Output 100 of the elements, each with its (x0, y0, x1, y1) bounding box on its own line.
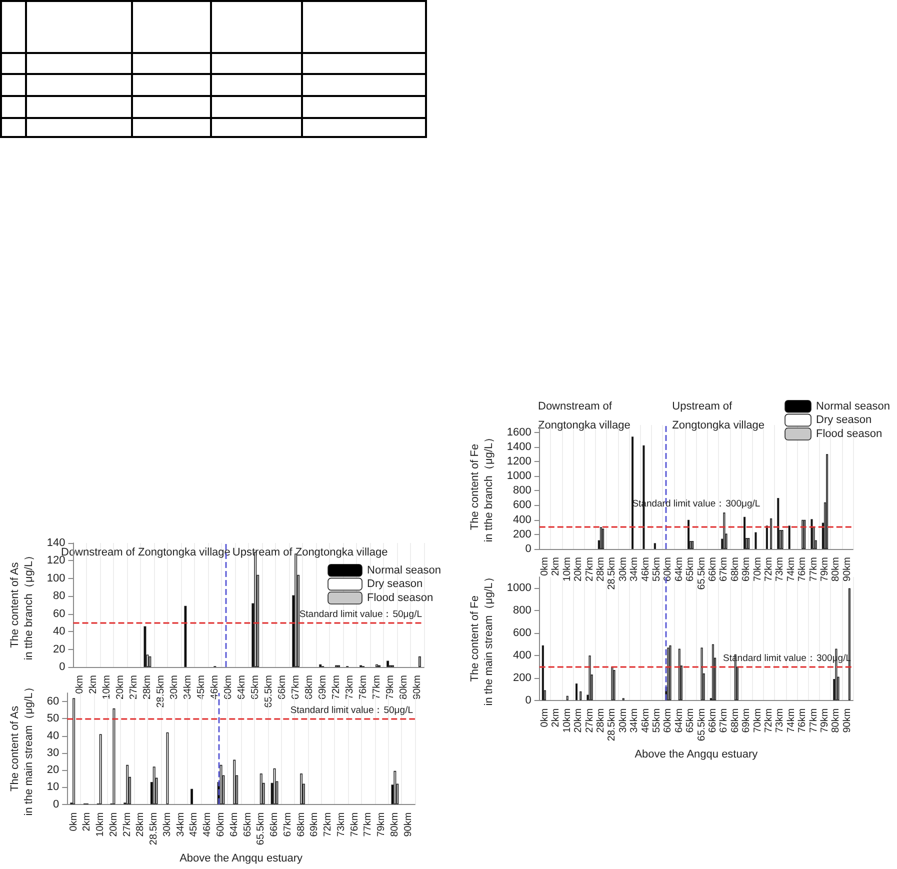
x-tick-label: 69km (741, 557, 752, 582)
y-tick-label: 400 (513, 649, 532, 662)
x-tick-label: 34km (629, 557, 640, 582)
x-tick-label: 27km (584, 557, 596, 582)
x-tick-label: 64km (228, 812, 240, 837)
x-tick-label: 68km (730, 557, 741, 582)
x-tick-label: 28.5km (155, 675, 166, 708)
x-tick-label: 65.5km (696, 708, 708, 742)
x-tick-label: 30km (618, 557, 629, 582)
x-tick-label: 34km (629, 708, 640, 733)
y-tick-label: 800 (513, 484, 532, 497)
x-tick-label: 73km (774, 557, 786, 582)
x-tick-label: 0km (68, 812, 80, 832)
x-tick-label: 65.5km (696, 557, 708, 590)
x-tick-label: 72km (763, 708, 774, 733)
x-tick-label: 10km (101, 675, 112, 700)
x-tick-label: 72km (330, 675, 342, 700)
y-tick-label: 0 (53, 798, 60, 810)
x-tick-label: 79km (384, 675, 396, 700)
x-tick-label: 76km (358, 675, 369, 700)
x-tick-label: 69km (741, 708, 752, 733)
y-tick-label: 140 (46, 537, 66, 549)
x-tick-label: 0km (539, 708, 550, 728)
x-tick-label: 73km (336, 812, 347, 837)
y-axis-title: The content of Fe in tthe branch（μg/L） (469, 432, 495, 542)
y-axis-title: The content of As in the main stream（μg/L） (9, 682, 35, 816)
x-tick-label: 66km (707, 708, 718, 733)
x-tick-label: 73km (344, 675, 356, 700)
x-tick-label: 10km (562, 708, 573, 733)
x-tick-label: 77km (808, 708, 820, 733)
x-tick-label: 30km (168, 675, 180, 700)
y-tick-label: 40 (53, 626, 66, 638)
x-tick-label: 0km (539, 557, 550, 576)
x-tick-label: 66km (707, 557, 718, 582)
x-tick-label: 28km (142, 675, 153, 700)
y-tick-label: 100 (46, 572, 66, 584)
y-tick-label: 600 (513, 627, 532, 640)
x-tick-label: 2km (88, 675, 99, 694)
ref-line-label: Standard limit value：50μg/L (290, 705, 413, 716)
x-tick-label: 70km (752, 557, 764, 582)
x-tick-label: 67km (718, 557, 730, 582)
x-tick-label: 34km (182, 675, 194, 700)
x-axis-title: Above the Angqu estuary (180, 852, 304, 864)
x-tick-label: 46km (640, 708, 652, 733)
x-tick-label: 46km (209, 675, 220, 700)
x-tick-label: 27km (122, 812, 133, 837)
x-tick-label: 64km (674, 557, 685, 582)
y-tick-label: 20 (53, 643, 66, 656)
x-tick-label: 28.5km (148, 812, 160, 846)
x-tick-label: 70km (752, 708, 764, 733)
y-tick-label: 600 (513, 499, 532, 512)
x-tick-label: 90km (842, 557, 853, 582)
x-tick-label: 67km (282, 812, 294, 837)
x-tick-label: 30km (618, 708, 629, 733)
x-tick-label: 67km (718, 708, 730, 733)
y-tick-label: 200 (513, 672, 532, 684)
x-tick-label: 69km (309, 812, 320, 837)
x-tick-label: 65km (685, 708, 696, 733)
y-tick-label: 1400 (506, 440, 532, 453)
y-tick-label: 1200 (506, 455, 532, 468)
y-tick-label: 50 (46, 712, 60, 725)
y-tick-label: 20 (46, 764, 60, 776)
annotation: Upstream of Zongtongka village (672, 400, 765, 432)
x-tick-label: 76km (349, 812, 360, 837)
y-tick-label: 0 (59, 661, 66, 673)
x-tick-label: 64km (674, 708, 685, 733)
x-tick-label: 28km (595, 557, 606, 582)
x-tick-label: 65.5km (256, 812, 267, 846)
x-tick-label: 20km (573, 557, 584, 582)
x-tick-label: 77km (371, 675, 382, 700)
y-tick-label: 120 (46, 554, 66, 567)
legend-label: Normal season (816, 400, 890, 412)
x-tick-label: 28.5km (606, 708, 618, 742)
x-tick-label: 10km (562, 557, 573, 582)
x-tick-label: 28.5km (606, 557, 618, 590)
y-tick-label: 1000 (506, 470, 532, 482)
y-tick-label: 1000 (506, 582, 532, 594)
x-tick-label: 20km (573, 708, 584, 733)
x-tick-label: 80km (398, 675, 410, 700)
y-tick-label: 30 (46, 746, 60, 759)
y-tick-label: 200 (513, 528, 532, 540)
x-tick-label: 65km (685, 557, 696, 582)
y-tick-label: 0 (525, 543, 532, 555)
y-tick-label: 60 (46, 696, 60, 708)
y-tick-label: 800 (513, 604, 532, 617)
x-tick-label: 77km (362, 812, 374, 837)
x-tick-label: 2km (550, 708, 562, 728)
x-tick-label: 79km (819, 557, 830, 582)
x-tick-label: 74km (786, 708, 797, 733)
legend-label: Dry season (816, 414, 872, 426)
x-tick-label: 77km (808, 557, 820, 582)
x-tick-label: 46km (202, 812, 214, 837)
x-tick-label: 90km (842, 708, 853, 733)
x-axis-title: Above the Angqu estuary (634, 748, 758, 760)
x-tick-label: 80km (830, 557, 842, 582)
annotation: Upstream of Zongtongka village (232, 546, 388, 558)
x-tick-label: 55km (651, 557, 662, 582)
x-tick-label: 20km (114, 675, 126, 700)
x-tick-label: 27km (584, 708, 596, 733)
x-tick-label: 76km (797, 708, 808, 733)
